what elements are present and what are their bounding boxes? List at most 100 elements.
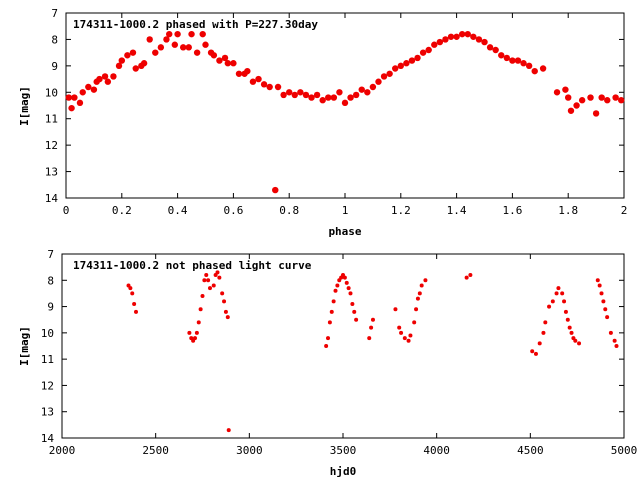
- data-point: [397, 325, 402, 330]
- data-point: [330, 94, 338, 101]
- data-point: [442, 36, 449, 43]
- data-point: [417, 291, 422, 296]
- y-tick-label: 13: [45, 166, 58, 179]
- data-point: [403, 60, 410, 67]
- data-point: [215, 270, 220, 275]
- data-point: [327, 320, 332, 325]
- data-point: [124, 52, 131, 59]
- data-point: [235, 70, 243, 77]
- data-point: [336, 89, 343, 96]
- data-point: [329, 309, 334, 314]
- data-point: [475, 36, 483, 43]
- y-tick-label: 7: [51, 7, 58, 20]
- data-point: [605, 315, 610, 320]
- data-point: [65, 94, 72, 101]
- data-point: [525, 62, 533, 70]
- chart-title: 174311-1000.2 not phased light curve: [73, 259, 312, 272]
- data-point: [392, 65, 399, 72]
- x-tick-label: 2000: [49, 444, 76, 457]
- data-point: [604, 97, 611, 104]
- axis-ticks: 2000 2500 3000 3500 4000 4500 5000 7 8 9 10 11 12 13 1…: [41, 248, 638, 457]
- data-point: [367, 336, 372, 341]
- data-point: [486, 44, 494, 51]
- data-point: [453, 33, 460, 40]
- data-point: [331, 299, 336, 304]
- data-point: [408, 333, 413, 338]
- data-point: [520, 60, 527, 67]
- data-point: [220, 291, 225, 296]
- data-point: [492, 46, 499, 54]
- data-point: [188, 30, 195, 38]
- data-point: [436, 38, 444, 46]
- data-point: [539, 65, 547, 72]
- data-point: [598, 94, 605, 101]
- data-point: [129, 49, 137, 56]
- data-point: [222, 299, 227, 304]
- data-point: [255, 75, 262, 83]
- data-point: [280, 91, 287, 99]
- y-tick-label: 7: [47, 248, 54, 261]
- data-point: [110, 73, 117, 80]
- data-point: [344, 280, 349, 285]
- data-point: [313, 91, 321, 99]
- data-point: [207, 286, 212, 291]
- data-point: [128, 286, 133, 291]
- data-point: [85, 83, 92, 91]
- data-point: [196, 320, 201, 325]
- data-point: [503, 54, 511, 62]
- data-point: [326, 336, 331, 341]
- data-point: [76, 99, 84, 107]
- axis-ticks: 0 0.2 0.4 0.6 0.8 1 1.2 1.4 1.6 1.8 2 7 8 9 10 11 12 13 14: [45, 7, 628, 217]
- data-point: [468, 273, 473, 278]
- data-point: [530, 349, 535, 354]
- data-point: [562, 86, 569, 93]
- data-point: [408, 57, 416, 64]
- data-point: [244, 67, 251, 75]
- x-tick-label: 0.6: [223, 204, 243, 217]
- data-point: [614, 344, 619, 348]
- data-point: [603, 307, 608, 312]
- data-point: [171, 41, 179, 48]
- data-point: [554, 291, 559, 296]
- data-point: [587, 94, 594, 101]
- data-point: [375, 78, 382, 85]
- data-point: [592, 110, 600, 117]
- data-point: [216, 57, 223, 64]
- data-point: [577, 341, 582, 346]
- data-point: [333, 288, 338, 293]
- data-point: [352, 91, 360, 99]
- data-point: [419, 49, 427, 56]
- data-point: [541, 330, 546, 335]
- data-point: [595, 278, 600, 283]
- phased-panel: 0 0.2 0.4 0.6 0.8 1 1.2 1.4 1.6 1.8 2 7 8 9 10 11 12 13 14…: [18, 7, 627, 238]
- data-point: [174, 30, 181, 38]
- data-point: [272, 186, 279, 194]
- data-point: [547, 304, 552, 309]
- data-point: [223, 309, 228, 314]
- data-point: [470, 33, 477, 40]
- x-tick-label: 1.8: [558, 204, 578, 217]
- x-tick-label: 0.8: [279, 204, 299, 217]
- data-point: [324, 344, 329, 348]
- data-point: [179, 44, 187, 51]
- data-point: [414, 307, 419, 312]
- data-point: [612, 94, 619, 101]
- x-tick-label: 1: [342, 204, 349, 217]
- data-point: [573, 102, 580, 109]
- data-points: [126, 270, 619, 433]
- data-point: [531, 67, 538, 75]
- data-point: [431, 41, 438, 48]
- data-point: [464, 30, 471, 38]
- data-point: [364, 89, 371, 96]
- data-point: [308, 94, 315, 101]
- x-tick-label: 1.2: [391, 204, 411, 217]
- y-tick-label: 11: [41, 353, 54, 366]
- y-tick-label: 8: [47, 274, 54, 287]
- data-point: [260, 81, 268, 88]
- y-tick-label: 12: [41, 379, 54, 392]
- y-tick-label: 8: [51, 33, 58, 46]
- data-point: [266, 83, 273, 91]
- data-point: [249, 78, 257, 85]
